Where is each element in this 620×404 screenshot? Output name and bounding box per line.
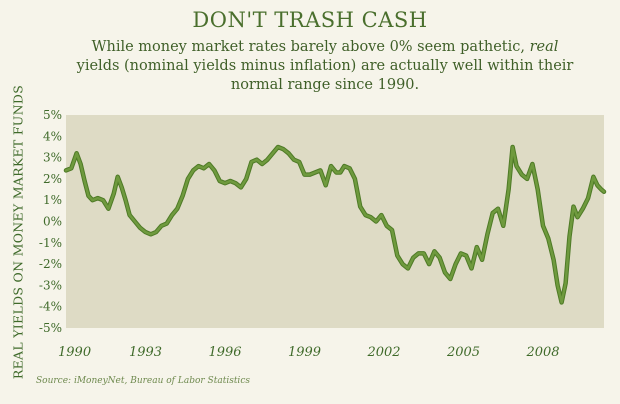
series-layer [63, 144, 607, 305]
y-tick-label: -3% [39, 278, 62, 292]
y-tick-label: 0% [43, 215, 62, 229]
y-tick-label: -2% [39, 257, 62, 271]
subtitle-text-1: While money market rates barely above 0%… [91, 39, 530, 55]
x-tick-label: 2008 [525, 345, 559, 360]
series-line [64, 145, 606, 304]
subtitle-text-2: yields (nominal yields minus inflation) … [76, 58, 574, 93]
y-tick-label: 5% [43, 108, 62, 122]
source-note: Source: iMoneyNet, Bureau of Labor Stati… [36, 376, 250, 386]
y-tick-label: 1% [43, 193, 62, 207]
x-axis: 1990 1993 1996 1999 2002 2005 2008 [58, 345, 560, 360]
chart-subtitle: While money market rates barely above 0%… [70, 38, 580, 95]
y-tick-label: 4% [43, 129, 62, 143]
y-tick-label: -4% [39, 300, 62, 314]
y-tick-label: 3% [43, 151, 62, 165]
x-tick-label: 1996 [208, 345, 241, 360]
chart-title: DON'T TRASH CASH [192, 8, 428, 32]
x-tick-label: 1990 [58, 345, 91, 360]
y-axis: 5% 4% 3% 2% 1% 0% -1% -2% -3% -4% -5% [39, 108, 62, 335]
y-tick-label: -5% [39, 321, 62, 335]
plot-area [66, 115, 604, 328]
x-tick-label: 1993 [129, 345, 162, 360]
x-tick-label: 2005 [446, 345, 480, 360]
x-tick-label: 1999 [288, 345, 321, 360]
subtitle-emphasis: real [529, 39, 559, 55]
x-tick-label: 2002 [366, 345, 400, 360]
y-tick-label: 2% [43, 172, 62, 186]
y-tick-label: -1% [39, 236, 62, 250]
